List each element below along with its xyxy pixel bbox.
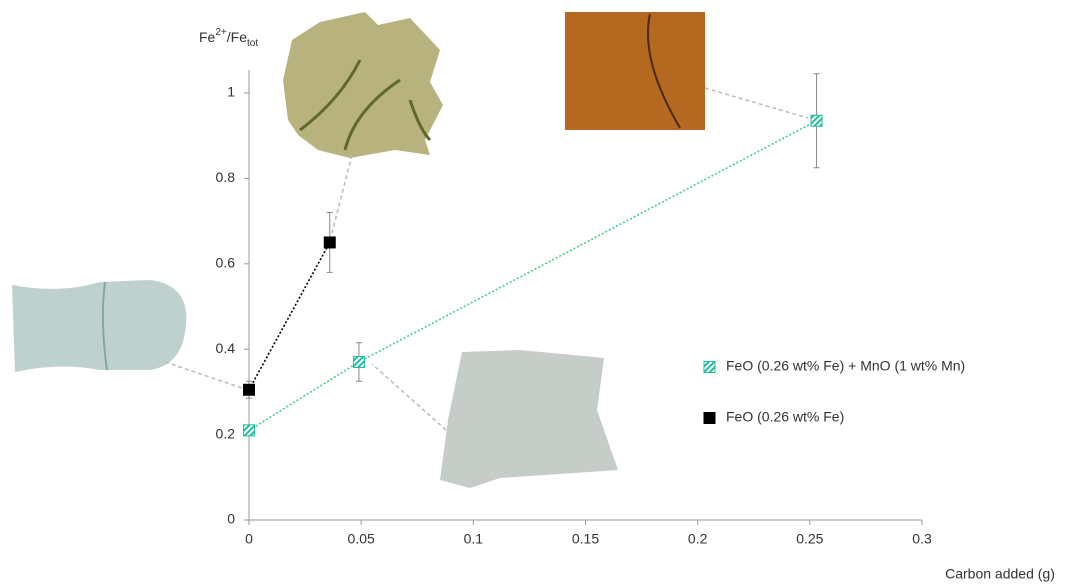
x-tick-label: 0.2 [688, 531, 708, 547]
legend-marker [704, 362, 715, 373]
y-tick-label: 0.8 [216, 169, 236, 185]
x-tick-label: 0 [245, 531, 253, 547]
series-line [249, 242, 330, 389]
glass-blue [12, 280, 186, 372]
x-tick-label: 0.3 [912, 531, 932, 547]
y-tick-label: 1 [227, 84, 235, 100]
y-axis-label: Fe2+/Fetot [199, 27, 258, 49]
glass-yellow [283, 12, 443, 158]
point [324, 237, 335, 248]
x-tick-label: 0.25 [796, 531, 823, 547]
x-axis-label: Carbon added (g) [945, 566, 1055, 582]
y-tick-label: 0 [227, 511, 235, 527]
y-tick-label: 0.4 [216, 340, 236, 356]
x-tick-label: 0.05 [348, 531, 375, 547]
x-tick-label: 0.15 [572, 531, 599, 547]
chart: Fe2+/Fetot Carbon added (g) 0 0.2 0.4 0.6 0.… [0, 0, 1072, 586]
point [353, 357, 364, 368]
y-tick-label: 0.2 [216, 425, 236, 441]
legend-marker [704, 413, 715, 424]
x-tick-label: 0.1 [464, 531, 484, 547]
glass-gray [440, 350, 618, 488]
y-tick-label: 0.6 [216, 255, 236, 271]
glass-brown [565, 12, 705, 130]
point [244, 425, 255, 436]
glass-photos [12, 12, 705, 488]
point [811, 115, 822, 126]
legend-label: FeO (0.26 wt% Fe) [726, 409, 844, 425]
legend-label: FeO (0.26 wt% Fe) + MnO (1 wt% Mn) [726, 358, 965, 374]
point [244, 384, 255, 395]
